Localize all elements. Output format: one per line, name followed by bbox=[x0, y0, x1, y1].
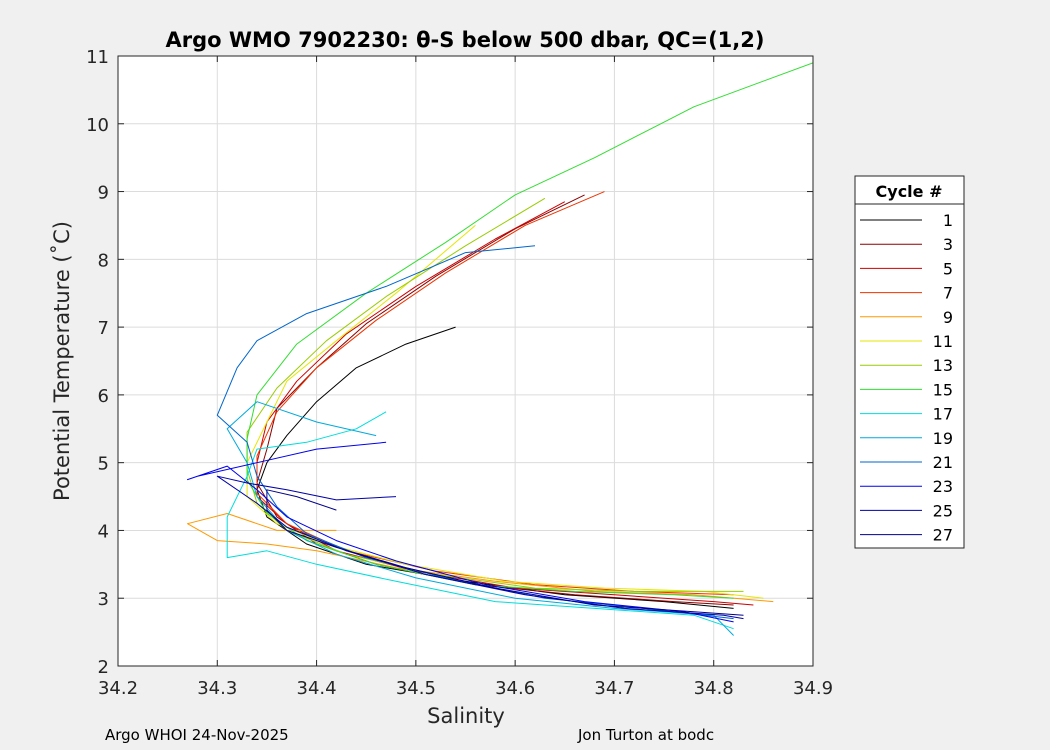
y-ticks: 2 3 4 5 6 7 8 9 10 11 bbox=[86, 47, 813, 678]
y-axis-label: Potential Temperature (˚C) bbox=[50, 221, 74, 501]
y-tick-label: 11 bbox=[86, 47, 109, 68]
x-tick-label: 34.9 bbox=[793, 678, 833, 699]
legend-label-15: 15 bbox=[933, 380, 953, 399]
x-tick-label: 34.3 bbox=[197, 678, 237, 699]
y-tick-label: 5 bbox=[98, 454, 109, 475]
x-ticks: 34.2 34.3 34.4 34.5 34.6 34.7 34.8 34.9 bbox=[98, 56, 833, 699]
x-tick-label: 34.7 bbox=[594, 678, 634, 699]
legend-label-13: 13 bbox=[933, 356, 953, 375]
series-line-cycle-23 bbox=[187, 441, 734, 623]
x-tick-label: 34.5 bbox=[396, 678, 436, 699]
series-line-cycle-17 bbox=[226, 411, 734, 630]
y-tick-label: 8 bbox=[98, 250, 109, 271]
legend-label-23: 23 bbox=[933, 477, 953, 496]
footer-right: Jon Turton at bodc bbox=[578, 726, 715, 744]
legend-label-21: 21 bbox=[933, 453, 953, 472]
legend-label-25: 25 bbox=[933, 501, 953, 520]
legend-label-7: 7 bbox=[943, 284, 953, 303]
legend-label-27: 27 bbox=[933, 526, 953, 545]
x-tick-label: 34.2 bbox=[98, 678, 138, 699]
series-line-cycle-27 bbox=[266, 489, 744, 616]
series-line-cycle-11 bbox=[246, 225, 764, 599]
y-tick-label: 9 bbox=[98, 183, 109, 204]
plot-clip bbox=[187, 62, 813, 636]
legend-label-1: 1 bbox=[943, 211, 953, 230]
series-line-cycle-25 bbox=[216, 475, 744, 620]
legend-label-9: 9 bbox=[943, 308, 953, 327]
legend-label-3: 3 bbox=[943, 235, 953, 254]
series-line-cycle-15 bbox=[246, 62, 813, 599]
x-tick-label: 34.6 bbox=[495, 678, 535, 699]
series-line-cycle-9 bbox=[187, 513, 774, 603]
footer-left: Argo WHOI 24-Nov-2025 bbox=[105, 726, 289, 744]
y-tick-label: 7 bbox=[98, 318, 109, 339]
y-tick-label: 2 bbox=[98, 657, 109, 678]
legend-label-19: 19 bbox=[933, 429, 953, 448]
y-tick-label: 10 bbox=[86, 115, 109, 136]
plot-area bbox=[118, 56, 813, 666]
series-layer bbox=[187, 62, 813, 636]
y-tick-label: 4 bbox=[98, 521, 109, 542]
axes-box bbox=[117, 55, 814, 667]
legend-label-11: 11 bbox=[933, 332, 953, 351]
chart-title: Argo WMO 7902230: θ-S below 500 dbar, QC… bbox=[166, 28, 765, 52]
x-axis-label: Salinity bbox=[427, 704, 505, 728]
y-tick-label: 6 bbox=[98, 386, 109, 407]
x-tick-label: 34.8 bbox=[694, 678, 734, 699]
legend-title: Cycle # bbox=[876, 182, 943, 201]
legend-label-17: 17 bbox=[933, 405, 953, 424]
x-tick-label: 34.4 bbox=[297, 678, 337, 699]
legend-label-5: 5 bbox=[943, 259, 953, 278]
y-tick-label: 3 bbox=[98, 589, 109, 610]
